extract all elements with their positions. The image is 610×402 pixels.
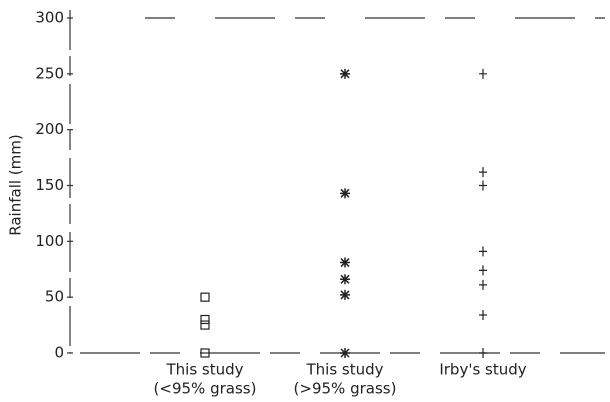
- point: [479, 310, 487, 321]
- point: [479, 180, 487, 191]
- x-tick-label: This study: [165, 361, 243, 379]
- y-tick-label: 50: [45, 288, 64, 306]
- point: [479, 265, 487, 276]
- point: [479, 348, 487, 358]
- point: [340, 188, 350, 199]
- y-tick-label: 0: [54, 344, 64, 362]
- point: [479, 279, 487, 290]
- x-tick-label: Irby's study: [439, 361, 526, 379]
- point: [340, 348, 350, 358]
- y-tick-label: 300: [35, 9, 64, 27]
- point: [340, 68, 350, 79]
- y-tick-label: 100: [35, 232, 64, 250]
- y-tick-label: 250: [35, 64, 64, 82]
- x-tick-label: (>95% grass): [294, 380, 397, 398]
- point: [200, 292, 210, 302]
- y-tick-label: 200: [35, 120, 64, 138]
- y-tick-label: 150: [35, 176, 64, 194]
- point: [479, 246, 487, 257]
- x-tick-label: This study: [305, 361, 383, 379]
- x-tick-label: (<95% grass): [154, 380, 257, 398]
- point: [479, 68, 487, 79]
- point: [200, 348, 210, 358]
- point: [340, 274, 350, 285]
- point: [340, 289, 350, 300]
- point: [200, 320, 210, 330]
- point: [200, 314, 210, 325]
- point: [340, 257, 350, 268]
- point: [479, 167, 487, 178]
- y-axis-label: Rainfall (mm): [7, 134, 25, 235]
